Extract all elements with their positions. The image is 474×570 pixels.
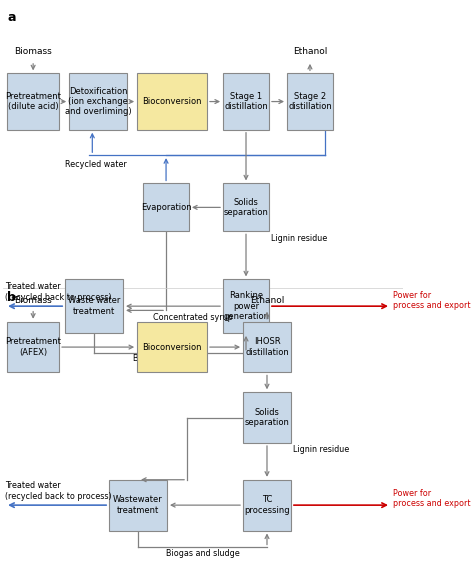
Text: Lignin residue: Lignin residue	[271, 234, 327, 243]
Text: Lignin residue: Lignin residue	[293, 445, 349, 454]
Text: Detoxification
(ion exchange
and overliming): Detoxification (ion exchange and overlim…	[65, 87, 131, 116]
Text: Treated water
(recycled back to process): Treated water (recycled back to process)	[5, 481, 112, 500]
Text: Power for
process and export: Power for process and export	[393, 488, 470, 508]
Text: TC
processing: TC processing	[244, 495, 290, 515]
Text: Concentrated syrup: Concentrated syrup	[153, 314, 233, 322]
Text: b: b	[7, 291, 16, 304]
Text: Biogas and sludge: Biogas and sludge	[133, 355, 207, 364]
FancyBboxPatch shape	[7, 74, 59, 130]
FancyBboxPatch shape	[109, 480, 167, 531]
FancyBboxPatch shape	[143, 184, 189, 231]
Text: Evaporation: Evaporation	[141, 203, 191, 212]
Text: Wastewater
treatment: Wastewater treatment	[113, 495, 163, 515]
FancyBboxPatch shape	[65, 279, 123, 333]
Text: Solids
separation: Solids separation	[245, 408, 290, 428]
Text: Pretreatment
(AFEX): Pretreatment (AFEX)	[5, 337, 61, 357]
Text: Treated water
(recycled back to process): Treated water (recycled back to process)	[5, 282, 112, 302]
Text: Bioconversion: Bioconversion	[142, 343, 202, 352]
FancyBboxPatch shape	[223, 184, 269, 231]
Text: IHOSR
distillation: IHOSR distillation	[245, 337, 289, 357]
Text: Solids
separation: Solids separation	[224, 198, 268, 217]
FancyBboxPatch shape	[223, 279, 269, 333]
Text: Power for
process and export: Power for process and export	[393, 291, 470, 310]
FancyBboxPatch shape	[69, 74, 127, 130]
Text: a: a	[7, 11, 16, 25]
FancyBboxPatch shape	[223, 74, 269, 130]
FancyBboxPatch shape	[287, 74, 333, 130]
FancyBboxPatch shape	[137, 321, 207, 372]
Text: Waste water
treatment: Waste water treatment	[68, 296, 120, 316]
Text: Biomass: Biomass	[14, 47, 52, 56]
Text: Ethanol: Ethanol	[293, 47, 327, 56]
FancyBboxPatch shape	[243, 321, 291, 372]
Text: Pretreatment
(dilute acid): Pretreatment (dilute acid)	[5, 92, 61, 111]
Text: Rankine
power
generation: Rankine power generation	[223, 291, 269, 321]
FancyBboxPatch shape	[243, 392, 291, 443]
Text: Bioconversion: Bioconversion	[142, 97, 202, 106]
Text: Stage 1
distillation: Stage 1 distillation	[224, 92, 268, 111]
FancyBboxPatch shape	[7, 321, 59, 372]
Text: Recycled water: Recycled water	[65, 160, 127, 169]
Text: Biogas and sludge: Biogas and sludge	[165, 549, 239, 558]
Text: Ethanol: Ethanol	[250, 296, 284, 305]
Text: Biomass: Biomass	[14, 296, 52, 305]
FancyBboxPatch shape	[243, 480, 291, 531]
Text: Stage 2
distillation: Stage 2 distillation	[288, 92, 332, 111]
FancyBboxPatch shape	[137, 74, 207, 130]
